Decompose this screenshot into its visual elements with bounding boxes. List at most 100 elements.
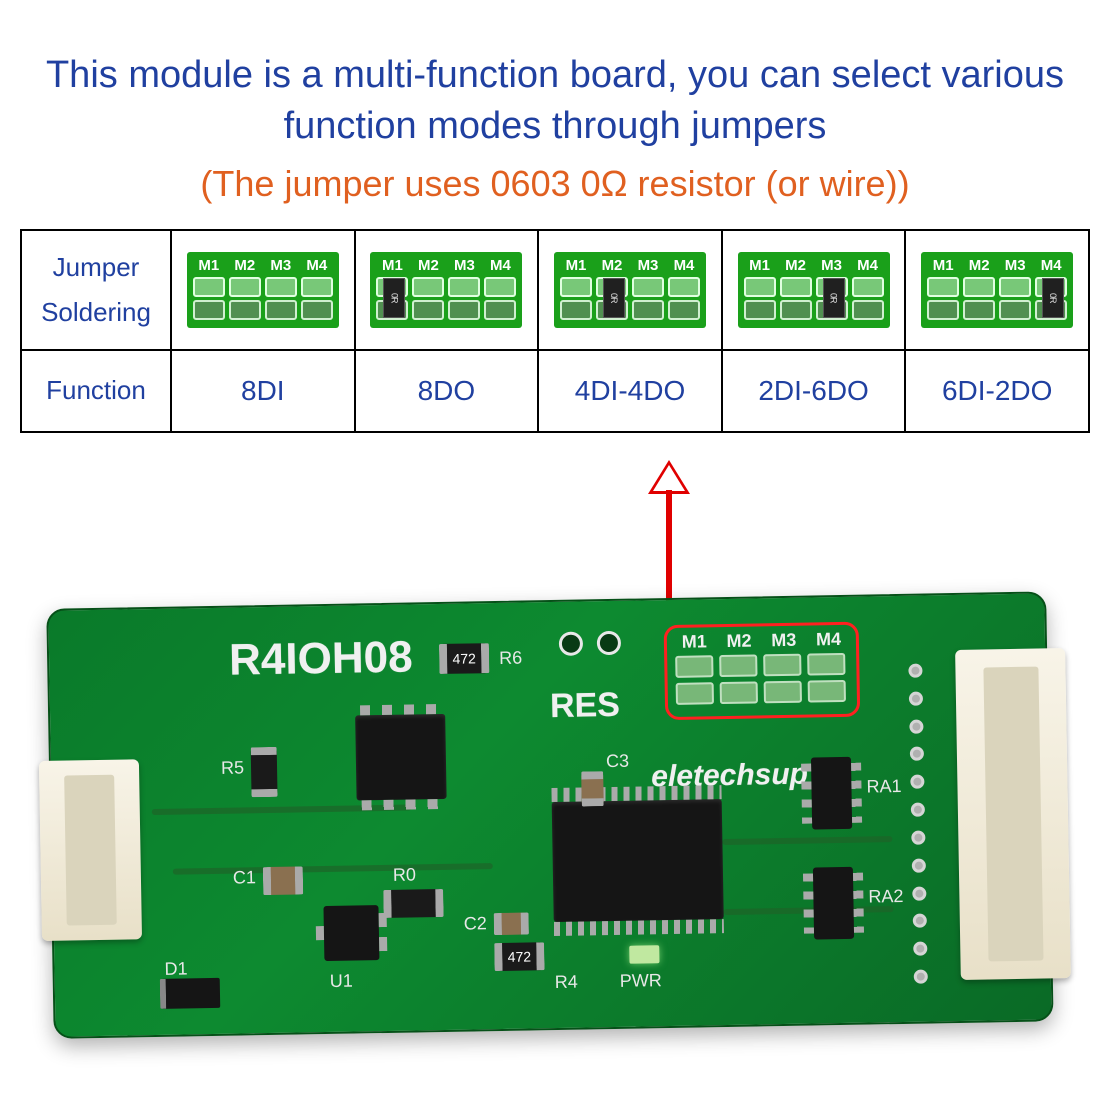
pad-row-top: 0R	[560, 277, 700, 297]
pad	[193, 300, 225, 320]
pad	[744, 277, 776, 297]
jlabel: M4	[852, 257, 884, 274]
resistor-icon: 0R	[383, 278, 405, 318]
ic-small	[355, 714, 446, 801]
pad	[999, 300, 1031, 320]
pad	[963, 300, 995, 320]
jlabel: M3	[265, 257, 297, 274]
jlabel: M2	[719, 630, 758, 652]
smd-r4: 472	[494, 942, 544, 971]
resistor-icon: 0R	[1042, 278, 1064, 318]
jumper-diagram-4: M1 M2 M3 M4 0R	[921, 252, 1073, 328]
row-label-function: Function	[21, 350, 171, 432]
smd-r0	[383, 889, 443, 918]
pad: 0R	[376, 277, 408, 297]
function-1: 8DO	[355, 350, 539, 432]
pad	[484, 300, 516, 320]
function-4: 6DI-2DO	[905, 350, 1089, 432]
jumper-diagram-0: M1 M2 M3 M4	[187, 252, 339, 328]
pad-row-bottom	[560, 300, 700, 320]
pad	[780, 277, 812, 297]
jlabel: M2	[596, 257, 628, 274]
pad	[764, 681, 802, 704]
pad	[999, 277, 1031, 297]
smd-r5	[251, 747, 278, 797]
jlabel: M3	[999, 257, 1031, 274]
jlabel: M3	[816, 257, 848, 274]
pcb-board: R4IOH08 RES eletechsup M1 M2 M3 M4 472 R…	[46, 591, 1053, 1038]
pad: 0R	[816, 277, 848, 297]
pad	[412, 300, 444, 320]
jlabel: M4	[668, 257, 700, 274]
label-r6: R6	[499, 648, 522, 669]
function-3: 2DI-6DO	[722, 350, 906, 432]
pad	[448, 277, 480, 297]
board-name-label: R4IOH08	[229, 632, 413, 685]
pad: 0R	[1035, 277, 1067, 297]
pad	[808, 680, 846, 703]
jlabel: M3	[632, 257, 664, 274]
jlabel: M4	[1035, 257, 1067, 274]
pad: 0R	[596, 277, 628, 297]
ra1	[811, 757, 852, 830]
arrow-head	[648, 460, 690, 494]
label-r0: R0	[393, 864, 416, 885]
pad	[301, 277, 333, 297]
label-d1: D1	[164, 958, 187, 979]
jlabel: M1	[675, 631, 714, 653]
connector-slot	[983, 667, 1043, 962]
pad-row-top: 0R	[744, 277, 884, 297]
label-r5: R5	[221, 757, 244, 778]
jumper-cell-4: M1 M2 M3 M4 0R	[905, 230, 1089, 350]
cap-c1	[263, 866, 303, 895]
label-pwr: PWR	[620, 970, 662, 992]
pad	[963, 277, 995, 297]
pad	[676, 682, 714, 705]
label-u1: U1	[330, 971, 353, 992]
connector-right	[955, 648, 1071, 980]
via-grid	[895, 663, 941, 984]
smd-r6: 472	[439, 643, 490, 674]
pad	[448, 300, 480, 320]
cap-c3	[581, 771, 604, 806]
jumper-diagram-3: M1 M2 M3 M4 0R	[738, 252, 890, 328]
connector-left	[39, 759, 142, 941]
pad	[193, 277, 225, 297]
pad	[780, 300, 812, 320]
cap-c2	[494, 912, 529, 935]
pad	[632, 300, 664, 320]
pad	[265, 277, 297, 297]
heading-block: This module is a multi-function board, y…	[0, 0, 1110, 219]
pwr-led	[629, 945, 659, 964]
pad	[301, 300, 333, 320]
pad	[927, 300, 959, 320]
jumper-diagram-2: M1 M2 M3 M4 0R	[554, 252, 706, 328]
label-c3: C3	[606, 751, 629, 772]
pad	[668, 300, 700, 320]
pad	[632, 277, 664, 297]
function-row: Function 8DI 8DO 4DI-4DO 2DI-6DO 6DI-2DO	[21, 350, 1089, 432]
pad	[744, 300, 776, 320]
pad	[412, 277, 444, 297]
jlabel: M1	[744, 257, 776, 274]
pad	[927, 277, 959, 297]
ic-main	[552, 799, 724, 922]
row-label-soldering: Jumper Soldering	[21, 230, 171, 350]
heading-line1: This module is a multi-function board, y…	[40, 50, 1070, 153]
label-r4: R4	[555, 972, 578, 993]
pad-row-top: 0R	[927, 277, 1067, 297]
jumper-cell-3: M1 M2 M3 M4 0R	[722, 230, 906, 350]
jlabel: M1	[927, 257, 959, 274]
label-c2: C2	[464, 913, 487, 934]
resistor-icon: 0R	[603, 278, 625, 318]
jumper-diagram-1: M1 M2 M3 M4 0R	[370, 252, 522, 328]
pad-row-bottom	[744, 300, 884, 320]
pad	[484, 277, 516, 297]
jumper-area-highlight: M1 M2 M3 M4	[664, 622, 861, 720]
pad-row-top	[193, 277, 333, 297]
jlabel: M2	[963, 257, 995, 274]
heading-line2: (The jumper uses 0603 0Ω resistor (or wi…	[40, 159, 1070, 209]
jumper-cell-2: M1 M2 M3 M4 0R	[538, 230, 722, 350]
pcb-trace	[173, 863, 493, 875]
pad	[852, 277, 884, 297]
